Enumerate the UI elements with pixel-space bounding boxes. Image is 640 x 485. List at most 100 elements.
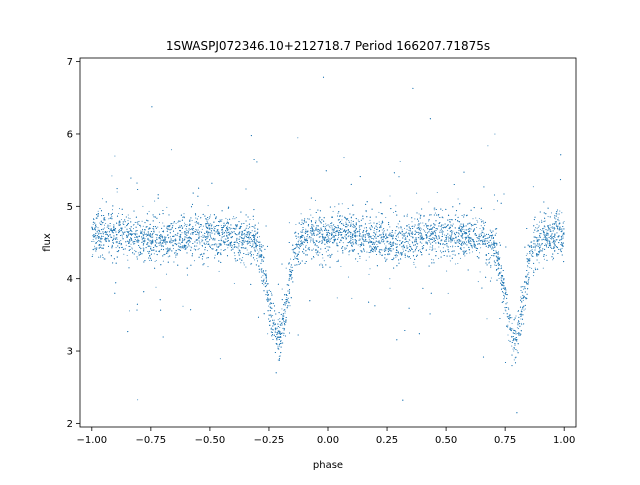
data-point — [144, 239, 146, 241]
data-point — [420, 228, 422, 230]
data-point — [175, 251, 177, 253]
data-point — [140, 230, 142, 232]
data-point — [251, 240, 253, 242]
data-point — [175, 254, 177, 256]
data-point — [378, 223, 380, 226]
data-point — [109, 225, 111, 227]
data-point — [335, 232, 337, 234]
data-point — [278, 345, 280, 347]
data-point — [358, 235, 360, 238]
data-point — [206, 250, 208, 252]
data-point — [169, 247, 171, 249]
data-point — [359, 239, 361, 241]
data-point — [428, 201, 430, 203]
data-point — [413, 263, 415, 265]
data-point — [98, 233, 100, 235]
data-point — [434, 212, 436, 214]
data-point — [508, 321, 510, 323]
data-point — [542, 267, 544, 269]
data-point — [247, 228, 249, 230]
data-point — [181, 232, 183, 234]
data-point — [314, 199, 317, 201]
data-point — [116, 250, 118, 252]
data-point — [382, 232, 384, 234]
data-point — [220, 252, 222, 254]
data-point — [430, 232, 432, 234]
data-point — [547, 216, 549, 218]
data-point — [363, 243, 365, 245]
data-point — [474, 245, 476, 248]
data-point — [549, 228, 551, 231]
data-point — [284, 312, 286, 314]
data-point — [448, 237, 450, 239]
data-point — [326, 246, 328, 248]
data-point — [381, 239, 383, 241]
data-point — [396, 246, 398, 248]
data-point — [438, 257, 440, 259]
data-point — [166, 206, 168, 208]
data-point — [466, 253, 468, 255]
data-point — [543, 234, 545, 236]
data-point — [440, 240, 442, 242]
data-point — [301, 236, 303, 239]
data-point — [259, 245, 261, 247]
data-point — [108, 218, 110, 220]
data-point — [113, 225, 115, 227]
data-point — [338, 237, 340, 239]
data-point — [241, 232, 243, 234]
data-point — [266, 279, 268, 281]
data-point — [118, 229, 121, 231]
data-point — [221, 220, 223, 222]
data-point — [258, 251, 260, 253]
data-point — [149, 242, 151, 244]
data-point — [531, 255, 533, 257]
data-point — [313, 257, 315, 259]
data-point — [185, 229, 187, 231]
data-point — [517, 320, 520, 322]
data-point — [147, 239, 149, 241]
data-point — [213, 226, 215, 228]
data-point — [521, 324, 523, 326]
data-point — [520, 322, 522, 324]
data-point — [128, 233, 130, 235]
data-point — [288, 277, 291, 279]
data-point — [405, 231, 407, 233]
data-point — [418, 225, 420, 227]
data-point — [342, 242, 344, 244]
data-point — [376, 243, 378, 246]
data-point — [547, 229, 549, 231]
data-point — [539, 233, 541, 235]
data-point — [379, 226, 381, 228]
data-point — [380, 226, 382, 228]
data-point — [357, 260, 359, 263]
data-point — [536, 255, 538, 257]
data-point — [227, 219, 229, 221]
data-point — [417, 237, 419, 239]
data-point — [554, 246, 556, 249]
data-point — [499, 272, 501, 275]
data-point — [353, 234, 355, 236]
data-point — [386, 258, 388, 260]
data-point — [341, 203, 343, 205]
data-point — [312, 248, 315, 250]
data-point — [478, 217, 480, 220]
data-point — [430, 230, 433, 233]
data-point — [407, 240, 409, 243]
data-point — [168, 228, 170, 230]
data-point — [170, 238, 172, 240]
data-point — [474, 234, 476, 236]
data-point — [460, 244, 462, 246]
data-point — [134, 238, 136, 241]
data-point — [535, 244, 537, 246]
data-point — [270, 292, 273, 294]
data-point — [107, 237, 109, 239]
data-point — [191, 220, 193, 222]
data-point — [561, 212, 563, 214]
data-point — [199, 230, 201, 232]
data-point — [429, 246, 431, 248]
data-point — [193, 260, 196, 262]
data-point — [214, 243, 216, 245]
data-point — [487, 259, 489, 261]
data-point — [214, 254, 216, 256]
data-point — [227, 234, 229, 236]
